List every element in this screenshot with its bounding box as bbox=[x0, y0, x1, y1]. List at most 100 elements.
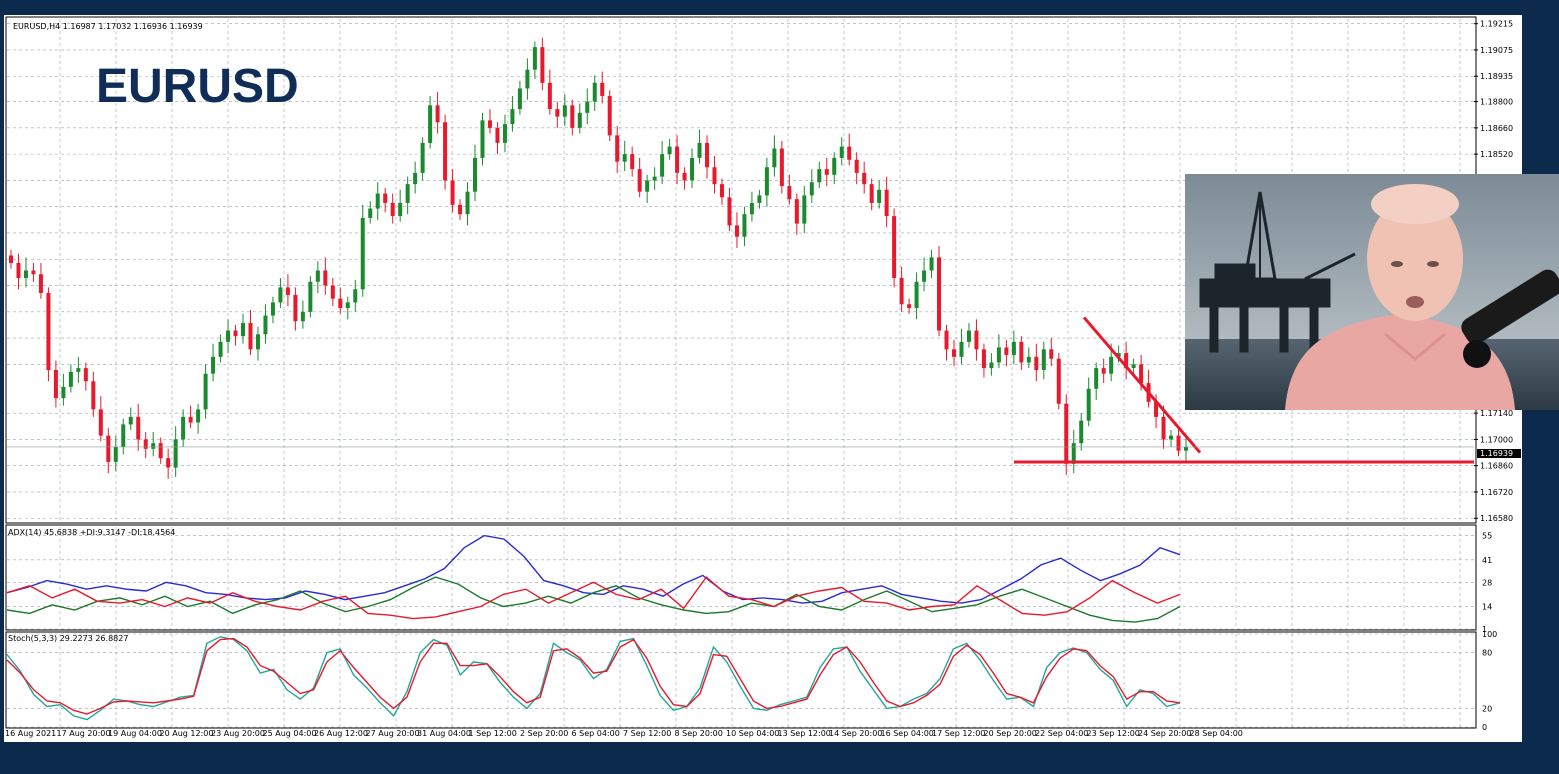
time-tick-label: 24 Sep 20:00 bbox=[1138, 729, 1191, 738]
time-tick-label: 31 Aug 04:00 bbox=[417, 729, 471, 738]
time-tick-label: 20 Sep 20:00 bbox=[984, 729, 1037, 738]
candle bbox=[652, 167, 657, 190]
candle bbox=[944, 324, 949, 361]
candle bbox=[315, 261, 320, 294]
candle bbox=[255, 326, 260, 361]
candle-body bbox=[158, 443, 163, 459]
candle-body bbox=[1094, 368, 1099, 389]
candle-body bbox=[817, 169, 822, 183]
stoch-tick-label: 100 bbox=[1482, 630, 1497, 639]
time-tick-label: 26 Aug 12:00 bbox=[314, 729, 368, 738]
candle-body bbox=[899, 278, 904, 305]
time-tick-label: 7 Sep 12:00 bbox=[623, 729, 671, 738]
candle bbox=[203, 364, 208, 419]
candle-body bbox=[188, 416, 193, 423]
candle bbox=[727, 187, 732, 232]
candle bbox=[749, 191, 754, 222]
candle-body bbox=[862, 172, 867, 185]
adx-tick-label: 41 bbox=[1482, 556, 1492, 565]
plus-di-line bbox=[6, 576, 1181, 623]
candle-body bbox=[1109, 356, 1114, 374]
candle bbox=[914, 272, 919, 320]
candle bbox=[458, 199, 463, 220]
candle bbox=[113, 435, 118, 472]
candle bbox=[787, 174, 792, 205]
candle bbox=[884, 176, 889, 228]
candle-body bbox=[592, 82, 597, 102]
candles bbox=[9, 37, 1188, 479]
candle-body bbox=[540, 47, 545, 83]
time-tick-label: 6 Sep 04:00 bbox=[572, 729, 620, 738]
candle-body bbox=[877, 189, 882, 203]
candle bbox=[46, 287, 51, 382]
price-grid bbox=[7, 19, 1474, 522]
candle bbox=[1071, 430, 1076, 474]
adx-header: ADX(14) 45.6838 +DI:9.3147 -DI:18.4564 bbox=[8, 528, 175, 537]
candle-body bbox=[779, 148, 784, 187]
candle-body bbox=[16, 262, 21, 279]
candle bbox=[420, 137, 425, 181]
candle bbox=[1041, 341, 1046, 380]
candle bbox=[308, 276, 313, 318]
candle-body bbox=[974, 330, 979, 350]
candle bbox=[413, 161, 418, 194]
candle bbox=[285, 274, 290, 307]
candle-body bbox=[705, 142, 710, 168]
candle-body bbox=[345, 302, 350, 309]
candle bbox=[368, 201, 373, 224]
candle-body bbox=[61, 386, 66, 399]
candle-body bbox=[420, 142, 425, 173]
candle-body bbox=[1176, 435, 1181, 451]
candle-body bbox=[495, 127, 500, 143]
candle bbox=[862, 161, 867, 194]
candle bbox=[241, 313, 246, 344]
candle bbox=[248, 309, 253, 355]
candle-body bbox=[1116, 353, 1121, 357]
candle-body bbox=[465, 191, 470, 215]
time-tick-label: 23 Aug 20:00 bbox=[211, 729, 265, 738]
candle-body bbox=[1169, 435, 1174, 440]
time-tick-label: 13 Sep 12:00 bbox=[778, 729, 831, 738]
candle bbox=[719, 178, 724, 205]
candle-body bbox=[937, 257, 942, 331]
candle bbox=[1101, 358, 1106, 384]
candle-body bbox=[226, 330, 231, 342]
oil-rig-icon bbox=[1199, 191, 1356, 353]
candle-body bbox=[143, 439, 148, 449]
candle-body bbox=[682, 172, 687, 181]
candle bbox=[188, 405, 193, 429]
candle-body bbox=[443, 122, 448, 181]
candle-body bbox=[181, 416, 186, 440]
candle bbox=[592, 75, 597, 111]
candle bbox=[1079, 413, 1084, 451]
candle-body bbox=[525, 69, 530, 89]
candle-body bbox=[1064, 403, 1069, 464]
candle bbox=[547, 69, 552, 115]
candle bbox=[151, 431, 156, 457]
candle-body bbox=[166, 458, 171, 468]
candle bbox=[1026, 347, 1031, 369]
candle-body bbox=[847, 146, 852, 160]
indicator-lines bbox=[6, 534, 1181, 721]
candle bbox=[323, 257, 328, 295]
adx-tick-label: 28 bbox=[1482, 578, 1492, 587]
price-tick-label: 1.19075 bbox=[1480, 46, 1513, 55]
candle bbox=[405, 176, 410, 215]
candle-body bbox=[1154, 401, 1159, 417]
candle-body bbox=[727, 197, 732, 226]
candle bbox=[615, 125, 620, 173]
candle-body bbox=[330, 285, 335, 299]
candle-body bbox=[1034, 356, 1039, 370]
candle bbox=[1161, 405, 1166, 449]
candle bbox=[211, 343, 216, 382]
candle-body bbox=[428, 105, 433, 143]
time-tick-label: 20 Aug 12:00 bbox=[160, 729, 214, 738]
candle-body bbox=[1184, 446, 1188, 451]
candle-body bbox=[645, 180, 650, 192]
candle-body bbox=[38, 274, 43, 294]
candle bbox=[98, 396, 103, 442]
candle-body bbox=[106, 435, 111, 462]
candle-body bbox=[83, 368, 88, 382]
candle bbox=[450, 169, 455, 213]
candle-body bbox=[233, 330, 238, 337]
